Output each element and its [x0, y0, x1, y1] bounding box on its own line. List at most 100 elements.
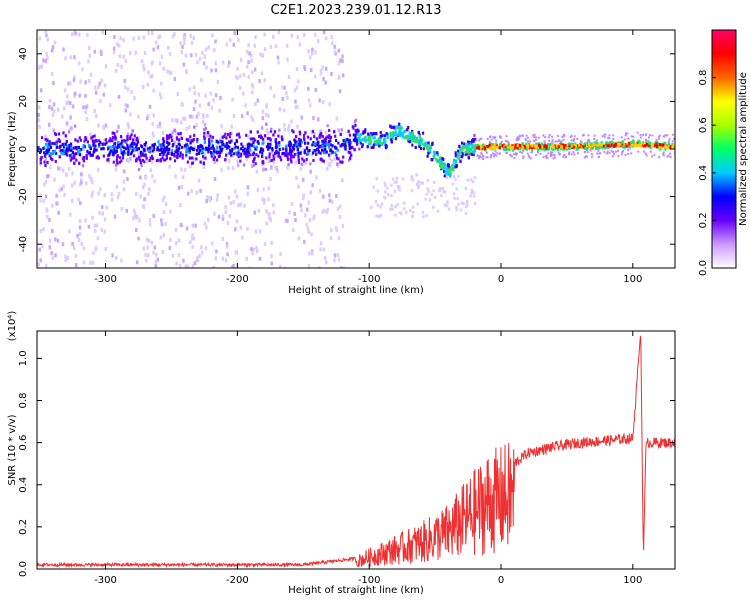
heatmap-cell: [45, 174, 49, 179]
heatmap-cell: [596, 152, 599, 155]
heatmap-cell: [379, 141, 382, 145]
heatmap-cell: [379, 134, 382, 138]
heatmap-cell: [110, 192, 114, 197]
heatmap-cell: [302, 196, 305, 201]
heatmap-cell: [180, 185, 184, 190]
heatmap-cell: [151, 31, 154, 36]
heatmap-cell: [238, 73, 242, 78]
heatmap-cell: [508, 145, 511, 149]
heatmap-cell: [317, 117, 320, 122]
heatmap-cell: [59, 149, 62, 153]
heatmap-cell: [528, 142, 531, 146]
heatmap-cell: [498, 146, 501, 150]
heatmap-cell: [88, 78, 91, 83]
heatmap-cell: [88, 53, 92, 58]
heatmap-cell: [472, 151, 475, 155]
heatmap-cell: [67, 166, 71, 171]
heatmap-cell: [315, 147, 319, 151]
heatmap-cell: [107, 159, 111, 164]
heatmap-cell: [130, 133, 133, 137]
heatmap-cell: [390, 140, 393, 144]
heatmap-cell: [442, 166, 445, 170]
heatmap-cell: [65, 121, 69, 126]
heatmap-cell: [153, 179, 156, 184]
heatmap-cell: [372, 185, 376, 189]
heatmap-cell: [203, 131, 206, 135]
heatmap-cell: [213, 160, 216, 165]
heatmap-cell: [402, 201, 406, 205]
heatmap-cell: [298, 130, 301, 134]
heatmap-cell: [556, 147, 560, 151]
heatmap-cell: [70, 183, 74, 188]
heatmap-cell: [401, 134, 404, 138]
heatmap-cell: [334, 226, 338, 231]
heatmap-cell: [324, 130, 328, 135]
heatmap-cell: [270, 158, 273, 162]
heatmap-cell: [39, 198, 42, 203]
heatmap-cell: [259, 134, 262, 138]
heatmap-cell: [433, 153, 436, 157]
heatmap-cell: [584, 155, 587, 158]
heatmap-cell: [115, 140, 119, 145]
heatmap-cell: [133, 134, 136, 138]
heatmap-cell: [103, 83, 107, 88]
heatmap-cell: [611, 141, 614, 145]
heatmap-cell: [161, 142, 164, 146]
heatmap-cell: [308, 217, 312, 222]
heatmap-cell: [335, 153, 338, 157]
heatmap-cell: [150, 240, 154, 245]
heatmap-cell: [145, 156, 148, 160]
heatmap-cell: [469, 148, 472, 152]
heatmap-cell: [61, 114, 64, 119]
heatmap-cell: [102, 139, 106, 144]
heatmap-cell: [117, 144, 120, 148]
heatmap-cell: [403, 136, 406, 140]
heatmap-cell: [547, 136, 550, 139]
heatmap-cell: [361, 143, 364, 147]
heatmap-cell: [156, 257, 160, 262]
heatmap-cell: [130, 142, 133, 146]
heatmap-cell: [389, 131, 392, 135]
heatmap-cell: [42, 147, 45, 151]
heatmap-cell: [199, 144, 202, 148]
heatmap-cell: [112, 160, 115, 164]
heatmap-cell: [658, 138, 661, 141]
heatmap-cell: [126, 135, 129, 139]
heatmap-cell: [154, 260, 158, 265]
heatmap-cell: [217, 151, 221, 155]
heatmap-cell: [62, 47, 65, 52]
heatmap-cell: [546, 147, 549, 151]
heatmap-cell: [207, 138, 211, 142]
heatmap-cell: [572, 151, 575, 154]
heatmap-cell: [97, 191, 100, 196]
heatmap-cell: [178, 146, 181, 150]
heatmap-cell: [250, 141, 253, 146]
heatmap-cell: [134, 50, 137, 55]
heatmap-cell: [389, 135, 392, 139]
heatmap-cell: [231, 147, 234, 151]
heatmap-cell: [191, 244, 194, 249]
heatmap-cell: [540, 142, 543, 146]
heatmap-cell: [68, 229, 71, 234]
heatmap-cell: [53, 149, 57, 153]
heatmap-cell: [69, 81, 72, 86]
heatmap-cell: [174, 174, 177, 179]
heatmap-cell: [342, 155, 345, 159]
heatmap-cell: [532, 144, 535, 148]
heatmap-cell: [421, 211, 425, 215]
heatmap-cell: [127, 150, 130, 154]
heatmap-cell: [500, 140, 503, 143]
heatmap-cell: [120, 64, 123, 69]
heatmap-cell: [228, 38, 232, 43]
heatmap-cell: [282, 108, 286, 113]
heatmap-cell: [228, 159, 231, 164]
heatmap-cell: [58, 155, 61, 159]
heatmap-cell: [177, 138, 181, 142]
heatmap-cell: [562, 133, 565, 136]
heatmap-cell: [322, 194, 325, 199]
heatmap-cell: [476, 144, 479, 148]
heatmap-cell: [424, 197, 427, 201]
heatmap-cell: [67, 148, 71, 152]
heatmap-cell: [126, 87, 130, 92]
